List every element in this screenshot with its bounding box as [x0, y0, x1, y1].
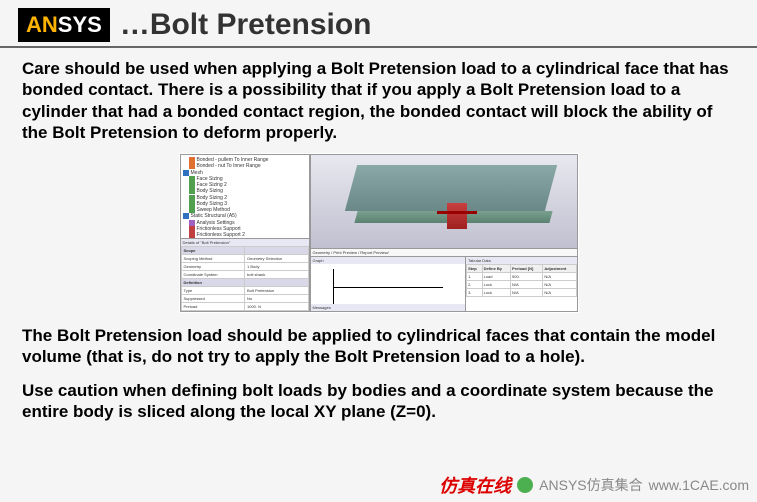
- details-row: Scope: [181, 247, 308, 255]
- tree-icon: [189, 182, 195, 188]
- table-cell: N/A: [511, 289, 543, 297]
- details-row: Geometry1 Body: [181, 263, 308, 271]
- tree-icon: [189, 195, 195, 201]
- tree-icon: [183, 213, 189, 219]
- bottom-row: Graph Messages Tabular Data StepDefine B…: [310, 257, 578, 312]
- data-table: StepDefine ByPreload [N]Adjustment 1.Loa…: [466, 264, 576, 297]
- table-cell: N/A: [543, 289, 576, 297]
- table-row[interactable]: 1.Load500.N/A: [467, 273, 576, 281]
- details-val[interactable]: Bolt Pretension: [245, 287, 309, 295]
- graph-footer: Messages: [311, 304, 466, 311]
- tree-label: Bonded - nut To Inner Range: [197, 163, 261, 169]
- details-key: Scope: [181, 247, 245, 255]
- details-val[interactable]: bolt shank: [245, 271, 309, 279]
- col-header: Define By: [482, 265, 510, 273]
- table-cell: 1.: [467, 273, 482, 281]
- watermark: 仿真在线 ANSYS仿真集合 www.1CAE.com: [439, 472, 749, 498]
- details-val[interactable]: 1 Body: [245, 263, 309, 271]
- tree-icon: [189, 226, 195, 232]
- tabular-header: Tabular Data: [466, 257, 576, 264]
- logo-suffix: SYS: [58, 12, 102, 38]
- right-panel: Geometry / Print Preview / Report Previe…: [310, 154, 578, 312]
- outline-tree[interactable]: Bonded - pullem To Inner RangeBonded - n…: [181, 155, 309, 238]
- table-cell: N/A: [543, 281, 576, 289]
- model-bolt: [447, 203, 467, 229]
- ansys-logo: ANSYS: [18, 8, 110, 42]
- col-header: Step: [467, 265, 482, 273]
- details-key: Coordinate System: [181, 271, 245, 279]
- details-key: Definition: [181, 279, 245, 287]
- details-key: Preload: [181, 303, 245, 311]
- viewport-tabs[interactable]: Geometry / Print Preview / Report Previe…: [310, 249, 578, 257]
- logo-prefix: AN: [26, 12, 58, 38]
- details-row: Preload1000. N: [181, 303, 308, 311]
- table-cell: Lock: [482, 281, 510, 289]
- table-cell: Lock: [482, 289, 510, 297]
- details-row: TypeBolt Pretension: [181, 287, 308, 295]
- details-val[interactable]: No: [245, 295, 309, 303]
- viewport-3d[interactable]: [310, 154, 578, 249]
- details-key: Scoping Method: [181, 255, 245, 263]
- table-cell: 3.: [467, 289, 482, 297]
- details-row: Definition: [181, 279, 308, 287]
- details-key: Suppressed: [181, 295, 245, 303]
- tree-icon: [183, 170, 189, 176]
- paragraph-2: The Bolt Pretension load should be appli…: [22, 325, 735, 368]
- details-row: Coordinate Systembolt shank: [181, 271, 308, 279]
- details-table: ScopeScoping MethodGeometry SelectionGeo…: [181, 246, 309, 311]
- paragraph-3: Use caution when defining bolt loads by …: [22, 380, 735, 423]
- watermark-red: 仿真在线: [439, 472, 511, 498]
- tree-icon: [189, 176, 195, 182]
- page-title: …Bolt Pretension: [120, 8, 372, 42]
- graph-header: Graph: [311, 257, 466, 264]
- details-val[interactable]: 1000. N: [245, 303, 309, 311]
- tree-icon: [189, 188, 195, 194]
- tree-panel: Bonded - pullem To Inner RangeBonded - n…: [180, 154, 310, 312]
- table-row[interactable]: 3.LockN/AN/A: [467, 289, 576, 297]
- table-cell: 2.: [467, 281, 482, 289]
- details-panel: Details of "Bolt Pretension" ScopeScopin…: [181, 238, 309, 311]
- details-val[interactable]: [245, 247, 309, 255]
- screenshot-figure: Bonded - pullem To Inner RangeBonded - n…: [179, 153, 579, 313]
- graph-panel[interactable]: Graph Messages: [311, 257, 467, 311]
- table-row[interactable]: 2.LockN/AN/A: [467, 281, 576, 289]
- table-cell: Load: [482, 273, 510, 281]
- header: ANSYS …Bolt Pretension: [0, 0, 757, 48]
- tabular-data-panel[interactable]: Tabular Data StepDefine ByPreload [N]Adj…: [466, 257, 576, 311]
- tree-icon: [189, 157, 195, 163]
- graph-x-axis: [333, 287, 443, 288]
- details-row: SuppressedNo: [181, 295, 308, 303]
- watermark-brand: ANSYS仿真集合: [539, 475, 642, 495]
- details-row: Scoping MethodGeometry Selection: [181, 255, 308, 263]
- details-key: Type: [181, 287, 245, 295]
- details-val[interactable]: Geometry Selection: [245, 255, 309, 263]
- tree-icon: [189, 207, 195, 213]
- details-val[interactable]: [245, 279, 309, 287]
- table-cell: N/A: [511, 281, 543, 289]
- col-header: Adjustment: [543, 265, 576, 273]
- tree-icon: [189, 163, 195, 169]
- content: Care should be used when applying a Bolt…: [0, 58, 757, 422]
- watermark-url: www.1CAE.com: [649, 477, 749, 493]
- table-cell: N/A: [543, 273, 576, 281]
- details-key: Geometry: [181, 263, 245, 271]
- wechat-icon: [517, 477, 533, 493]
- paragraph-1: Care should be used when applying a Bolt…: [22, 58, 735, 143]
- tree-icon: [189, 220, 195, 226]
- tree-icon: [189, 201, 195, 207]
- col-header: Preload [N]: [511, 265, 543, 273]
- table-cell: 500.: [511, 273, 543, 281]
- details-header: Details of "Bolt Pretension": [181, 239, 309, 246]
